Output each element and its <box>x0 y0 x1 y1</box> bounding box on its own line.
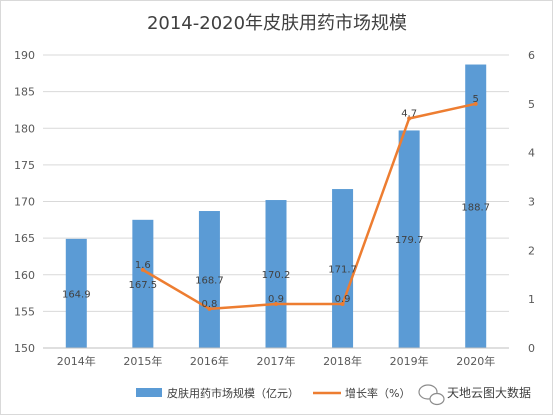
bar-data-label: 168.7 <box>195 276 224 287</box>
bar <box>398 130 420 348</box>
y-left-tick-label: 170 <box>14 196 35 209</box>
y-right-tick-label: 2 <box>528 244 535 257</box>
y-left-tick-label: 160 <box>14 269 35 282</box>
legend-line-label: 增长率（%） <box>345 386 410 400</box>
y-left-tick-label: 190 <box>14 49 35 62</box>
data-labels: 164.9 167.5 168.7 170.2 171.7 179.7 188.7 1.6 0.… <box>62 94 490 310</box>
line-point <box>274 302 278 307</box>
y-right-tick-label: 1 <box>528 293 535 306</box>
x-tick-label: 2020年 <box>456 354 495 368</box>
bar-data-label: 170.2 <box>262 270 291 281</box>
line-point <box>207 306 212 311</box>
bar-data-label: 179.7 <box>395 235 424 246</box>
x-tick-label: 2017年 <box>257 354 296 368</box>
y-left-tick-label: 175 <box>14 159 35 172</box>
y-left-tick-label: 185 <box>14 86 35 99</box>
line-data-label: 0.8 <box>201 299 217 310</box>
line-point <box>140 267 145 272</box>
bar <box>465 64 487 349</box>
bar-series <box>65 64 487 349</box>
x-tick-label: 2016年 <box>190 354 229 368</box>
y-left-tick-label: 150 <box>14 342 35 355</box>
line-data-label: 0.9 <box>268 294 284 305</box>
y-right-tick-label: 4 <box>528 147 535 160</box>
line-series <box>140 101 478 311</box>
x-tick-label: 2014年 <box>57 354 96 368</box>
legend-bar-label: 皮肤用药市场规模（亿元） <box>167 386 299 400</box>
bar <box>332 189 354 348</box>
y-right-tick-label: 3 <box>528 196 535 209</box>
line-data-label: 5 <box>473 94 479 105</box>
y-right-tick-label: 0 <box>528 342 535 355</box>
bar-data-label: 164.9 <box>62 289 91 300</box>
line-data-label: 4.7 <box>401 108 417 119</box>
x-tick-label: 2018年 <box>323 354 362 368</box>
bar-data-label: 188.7 <box>461 202 490 213</box>
x-tick-label: 2019年 <box>390 354 429 368</box>
bar-data-label: 167.5 <box>129 280 158 291</box>
line-data-label: 0.9 <box>335 294 351 305</box>
line-point <box>407 116 412 121</box>
legend-bar-swatch <box>136 388 162 397</box>
y-left-tick-label: 180 <box>14 122 35 135</box>
y-right-tick-label: 6 <box>528 49 535 62</box>
line-point <box>340 302 345 307</box>
line-point <box>473 101 478 106</box>
bar <box>132 219 154 348</box>
y-right-tick-label: 5 <box>528 98 535 111</box>
y-left-tick-label: 155 <box>14 305 35 318</box>
x-tick-label: 2015年 <box>123 354 162 368</box>
bar <box>265 200 287 348</box>
bar <box>198 211 220 348</box>
watermark: 天地云图大数据 <box>418 384 531 406</box>
bar-data-label: 171.7 <box>328 265 357 276</box>
line-data-label: 1.6 <box>135 260 151 271</box>
bar <box>65 238 87 348</box>
axes: 150 155 160 165 170 175 180 185 190 0 1 2 3 4 5 6 2014年 2… <box>14 49 535 368</box>
growth-line <box>142 102 476 311</box>
legend: 皮肤用药市场规模（亿元） 增长率（%） <box>136 386 410 400</box>
chart-title: 2014-2020年皮肤用药市场规模 <box>147 13 407 34</box>
watermark-text: 天地云图大数据 <box>447 385 531 400</box>
y-left-tick-label: 165 <box>14 232 35 245</box>
wechat-icon <box>418 384 445 406</box>
